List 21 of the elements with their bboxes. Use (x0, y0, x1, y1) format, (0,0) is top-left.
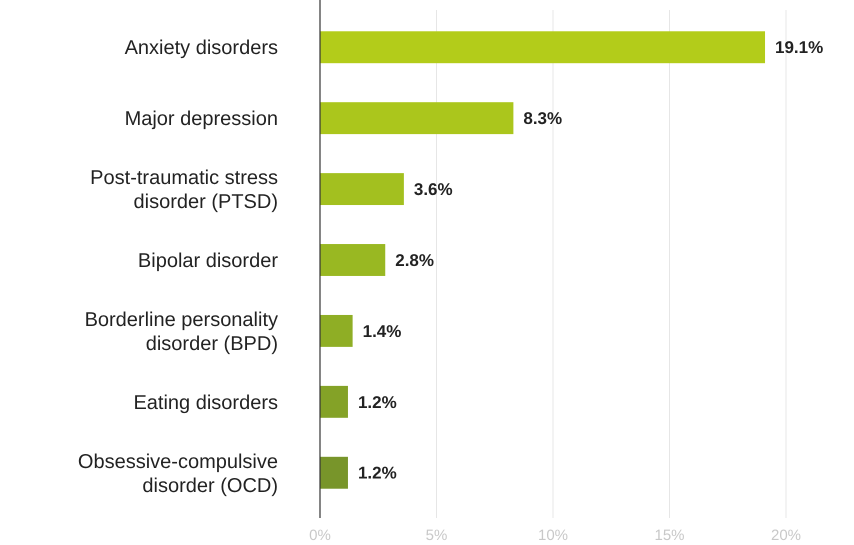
y-tick-label: Obsessive-compulsive disorder (OCD) (78, 450, 278, 497)
y-tick-label: Anxiety disorders (124, 37, 278, 60)
y-tick-label: Eating disorders (133, 392, 278, 414)
y-tick-label: Borderline personality disorder (BPD) (84, 308, 278, 355)
bar (320, 314, 353, 347)
data-label: 2.8% (395, 250, 434, 270)
data-label: 1.2% (358, 464, 397, 483)
bar (320, 386, 348, 418)
bar (320, 31, 766, 64)
data-label: 1.2% (358, 392, 397, 412)
y-tick-label: Bipolar disorder (138, 250, 278, 272)
bar (320, 244, 386, 276)
bar (320, 173, 404, 206)
bar (320, 456, 348, 489)
y-tick-label: Post-traumatic stress disorder (PTSD) (90, 167, 278, 214)
bar (320, 102, 514, 134)
data-label: 1.4% (362, 322, 402, 341)
data-label: 3.6% (414, 180, 453, 200)
y-tick-label: Major depression (124, 108, 278, 130)
data-label: 19.1% (775, 38, 824, 58)
data-label: 8.3% (523, 109, 562, 128)
